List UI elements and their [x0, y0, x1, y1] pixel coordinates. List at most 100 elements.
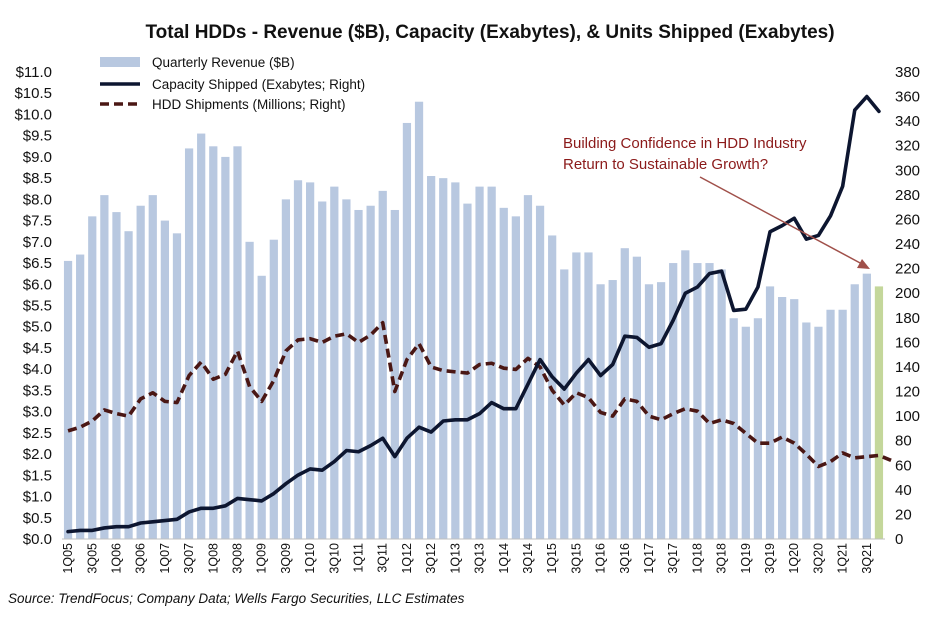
revenue-bar	[269, 239, 278, 539]
right-axis-tick-label: 380	[895, 64, 920, 81]
revenue-bar	[427, 176, 436, 539]
left-axis-tick-label: $7.0	[23, 234, 52, 251]
x-axis-tick-label: 1Q08	[206, 543, 220, 574]
left-axis-tick-label: $10.0	[14, 106, 52, 123]
revenue-bar	[281, 199, 291, 540]
right-axis-tick-label: 100	[895, 408, 920, 425]
revenue-bar	[136, 205, 145, 540]
left-axis-tick-label: $2.0	[23, 446, 52, 463]
x-axis-tick-label: 3Q12	[424, 543, 438, 574]
revenue-bar	[414, 101, 424, 539]
revenue-bar	[451, 182, 460, 539]
x-axis-tick-label: 3Q09	[279, 543, 293, 574]
revenue-bar	[511, 216, 520, 539]
revenue-bar	[535, 205, 545, 540]
revenue-bar	[63, 260, 73, 539]
revenue-bar	[184, 148, 194, 540]
revenue-bar	[862, 273, 871, 539]
revenue-bar	[160, 220, 169, 539]
shipments-line	[67, 320, 892, 469]
annotation-arrow-head	[857, 259, 870, 269]
revenue-bar	[765, 286, 775, 539]
revenue-bar	[499, 207, 508, 539]
x-axis-tick-label: 3Q14	[521, 543, 535, 574]
revenue-bar	[209, 146, 218, 540]
right-axis-tick-label: 240	[895, 236, 920, 253]
right-axis-tick-label: 220	[895, 261, 920, 278]
left-axis-tick-label: $2.5	[23, 425, 52, 442]
x-axis-tick-label: 1Q17	[642, 543, 656, 574]
x-axis-tick-label: 3Q21	[860, 543, 874, 574]
left-axis-tick-label: $3.0	[23, 404, 52, 421]
x-axis-tick-label: 1Q13	[448, 543, 462, 574]
revenue-bar	[378, 190, 387, 539]
x-axis-tick-label: 3Q05	[85, 543, 99, 574]
revenue-bar	[729, 318, 738, 539]
annotation-layer: Building Confidence in HDD Industry Retu…	[552, 128, 870, 269]
left-axis-tick-label: $4.0	[23, 361, 52, 378]
revenue-bar	[608, 280, 617, 539]
revenue-bar	[366, 205, 375, 540]
x-axis-tick-label: 3Q19	[763, 543, 777, 574]
lines-layer	[66, 94, 892, 534]
x-axis-tick-label: 3Q13	[473, 543, 487, 574]
x-axis-tick-label: 1Q10	[303, 543, 317, 574]
x-axis-tick-label: 3Q17	[666, 543, 680, 574]
revenue-bar	[318, 201, 327, 540]
x-axis-tick-label: 3Q08	[230, 543, 244, 574]
x-axis-tick-label: 1Q05	[61, 543, 75, 574]
x-axis-tick-label: 1Q06	[109, 543, 123, 574]
revenue-bar	[245, 241, 254, 539]
right-axis-tick-label: 180	[895, 310, 920, 327]
revenue-bar	[681, 250, 690, 539]
legend-label-capacity: Capacity Shipped (Exabytes; Right)	[152, 77, 365, 92]
left-axis-tick-label: $5.5	[23, 298, 52, 315]
revenue-bar	[802, 322, 811, 539]
revenue-bar	[814, 326, 823, 539]
revenue-bar	[584, 252, 593, 539]
chart-title: Total HDDs - Revenue ($B), Capacity (Exa…	[145, 22, 834, 43]
revenue-bar	[753, 318, 763, 539]
right-axis-tick-label: 60	[895, 457, 912, 474]
revenue-bar	[390, 209, 399, 540]
left-axis-tick-label: $1.0	[23, 489, 52, 506]
annotation-box	[552, 128, 824, 176]
right-axis-tick-label: 280	[895, 187, 920, 204]
x-axis-tick-label: 1Q19	[739, 543, 753, 574]
x-axis-tick-label: 1Q20	[787, 543, 801, 574]
revenue-bar	[523, 195, 533, 539]
left-axis-tick-label: $3.5	[23, 382, 52, 399]
revenue-bar	[330, 186, 339, 539]
left-axis-tick-label: $8.0	[23, 191, 52, 208]
revenue-bar	[838, 309, 847, 539]
left-axis-tick-label: $9.0	[23, 149, 52, 166]
left-axis-tick-label: $11.0	[16, 64, 52, 81]
x-axis-tick-label: 3Q06	[134, 543, 148, 574]
x-axis-tick-label: 3Q10	[327, 543, 341, 574]
source-note: Source: TrendFocus; Company Data; Wells …	[8, 591, 465, 606]
left-axis-tick-label: $9.5	[23, 128, 52, 145]
right-axis-tick-label: 160	[895, 334, 920, 351]
revenue-bar	[874, 286, 884, 539]
left-axis-tick-label: $0.5	[23, 510, 52, 527]
right-axis-tick-label: 200	[895, 285, 920, 302]
left-axis-tick-label: $6.5	[23, 255, 52, 272]
revenue-bar	[306, 182, 315, 539]
revenue-bar	[778, 297, 787, 539]
x-axis-tick-label: 3Q15	[569, 543, 583, 574]
right-axis-tick-label: 360	[895, 89, 920, 106]
revenue-bar	[342, 199, 351, 540]
x-axis-tick-label: 1Q07	[158, 543, 172, 574]
left-axis-tick-label: $0.0	[23, 531, 52, 548]
revenue-bar	[221, 156, 230, 539]
x-axis-tick-label: 1Q09	[255, 543, 269, 574]
revenue-bar	[826, 309, 835, 539]
revenue-bar	[850, 284, 859, 539]
legend-swatch-revenue	[100, 57, 140, 67]
revenue-bar	[402, 122, 412, 539]
revenue-bar	[693, 263, 702, 539]
axes-layer: $0.0 $0.5 $1.0 $1.5 $2.0 $2.5 $3.0 $3.5 $4.0 $4.5…	[14, 64, 920, 574]
left-axis-tick-label: $5.0	[23, 319, 52, 336]
revenue-bar	[100, 195, 109, 539]
